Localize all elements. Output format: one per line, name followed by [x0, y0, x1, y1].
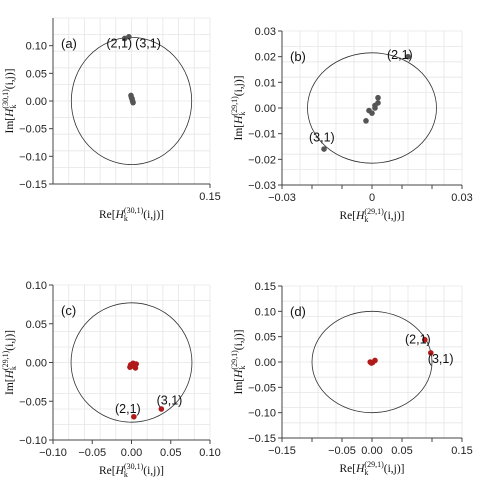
y-tick-label: −0.10	[19, 151, 47, 163]
data-point	[368, 360, 375, 366]
x-tick-label: −0.10	[39, 447, 67, 459]
x-tick-label: 0.03	[451, 192, 472, 204]
y-tick-label: 0.00	[26, 358, 47, 370]
panel-a: 0.10 0.05 0.00 −0.05 −0.10 −0.15 0.15 (2,1) (3,1…	[1, 17, 221, 223]
data-point	[375, 94, 381, 101]
y-tick-label: 0.05	[255, 332, 276, 344]
y-axis-label: Im[Hk(29,1)(i,j)]	[1, 330, 18, 395]
point-annotation: (2,1)	[106, 36, 132, 50]
y-axis-label: Im[Hk(29,1)(i,j)]	[230, 75, 247, 140]
point-annotation: (3,1)	[428, 352, 454, 366]
data-point	[366, 107, 372, 114]
point-annotation: (3,1)	[309, 130, 335, 144]
data-point	[126, 34, 132, 40]
panel-label: (a)	[61, 36, 77, 51]
data-point	[133, 361, 140, 367]
panel-c: 0.10 0.05 0.00 −0.05 −0.10−0.10 −0.05 0.00 0.05…	[1, 280, 221, 479]
x-tick-label: 0.00	[361, 445, 382, 457]
y-axis-label: Im[Hk(29,1)(i,j)]	[230, 329, 247, 394]
x-tick-label: 0.10	[199, 447, 220, 459]
y-tick-label: −0.05	[19, 396, 47, 408]
unit-circle	[311, 310, 433, 414]
data-point	[422, 336, 428, 343]
y-tick-label: 0.10	[255, 306, 276, 318]
data-point	[428, 350, 434, 356]
y-tick-label: −0.15	[19, 179, 47, 191]
panel-label: (c)	[61, 303, 76, 318]
unit-circle	[307, 52, 437, 164]
x-tick-label: 0.05	[160, 447, 181, 459]
y-tick-label: −0.15	[248, 433, 276, 445]
y-axis-label: Im[Hk(30,1)(i,j)]	[1, 68, 18, 133]
y-tick-label: 0.00	[255, 103, 276, 115]
point-annotation: (3,1)	[157, 393, 183, 407]
x-axis-label: Re[Hk(29,1)(i,j)]	[339, 207, 404, 224]
y-tick-label: 0.05	[26, 319, 47, 331]
x-tick-label: −0.03	[268, 192, 296, 204]
point-annotation: (2,1)	[405, 332, 431, 346]
x-tick-label: 0.05	[391, 445, 412, 457]
x-axis-label: Re[Hk(29,1)(i,j)]	[339, 460, 404, 477]
y-tick-label: −0.05	[248, 382, 276, 394]
data-point	[375, 100, 381, 106]
y-tick-label: −0.03	[248, 180, 276, 192]
y-tick-label: −0.02	[248, 154, 276, 166]
y-tick-label: 0.01	[255, 77, 276, 89]
data-point	[128, 94, 135, 101]
y-tick-label: 0.00	[26, 96, 47, 108]
y-tick-label: 0.05	[26, 68, 47, 80]
x-tick-label: 0.15	[451, 445, 472, 457]
y-tick-label: 0.10	[26, 280, 47, 292]
x-axis-label: Re[Hk(30,1)(i,j)]	[99, 462, 164, 479]
y-tick-label: 0.03	[255, 26, 276, 38]
panel-b: 0.03 0.02 0.01 0.00 −0.01 −0.02 −0.03−0.03 0 0.0…	[230, 26, 473, 224]
x-axis-label: Re[Hk(30,1)(i,j)]	[99, 206, 164, 223]
y-tick-label: 0.15	[255, 281, 276, 293]
data-point	[130, 99, 136, 106]
y-tick-label: 0.02	[255, 52, 276, 64]
panel-d: 0.15 0.10 0.05 0.00 −0.05 −0.10 −0.15−0.15 −0.0…	[230, 281, 473, 477]
x-tick-label: −0.05	[78, 447, 106, 459]
data-point	[158, 406, 165, 412]
data-point	[321, 146, 327, 152]
y-tick-label: 0.10	[26, 41, 47, 53]
point-annotation: (3,1)	[135, 36, 161, 50]
data-point	[127, 364, 133, 370]
data-point	[405, 53, 411, 60]
x-tick-label: 0.15	[199, 191, 220, 203]
panel-label: (b)	[290, 49, 306, 64]
unit-circle	[70, 302, 193, 423]
y-tick-label: 0.00	[255, 357, 276, 369]
panel-label: (d)	[290, 304, 306, 319]
x-tick-label: −0.05	[328, 445, 356, 457]
point-annotation: (2,1)	[387, 48, 413, 62]
y-tick-label: −0.10	[248, 408, 276, 420]
x-tick-label: −0.15	[268, 445, 296, 457]
data-point	[131, 413, 137, 420]
data-point	[363, 118, 369, 124]
x-tick-label: 0	[369, 192, 375, 204]
point-annotation: (2,1)	[115, 402, 141, 416]
x-tick-label: 0.00	[121, 447, 142, 459]
y-tick-label: −0.10	[19, 435, 47, 447]
y-tick-label: −0.05	[19, 124, 47, 136]
y-tick-label: −0.01	[248, 129, 276, 141]
